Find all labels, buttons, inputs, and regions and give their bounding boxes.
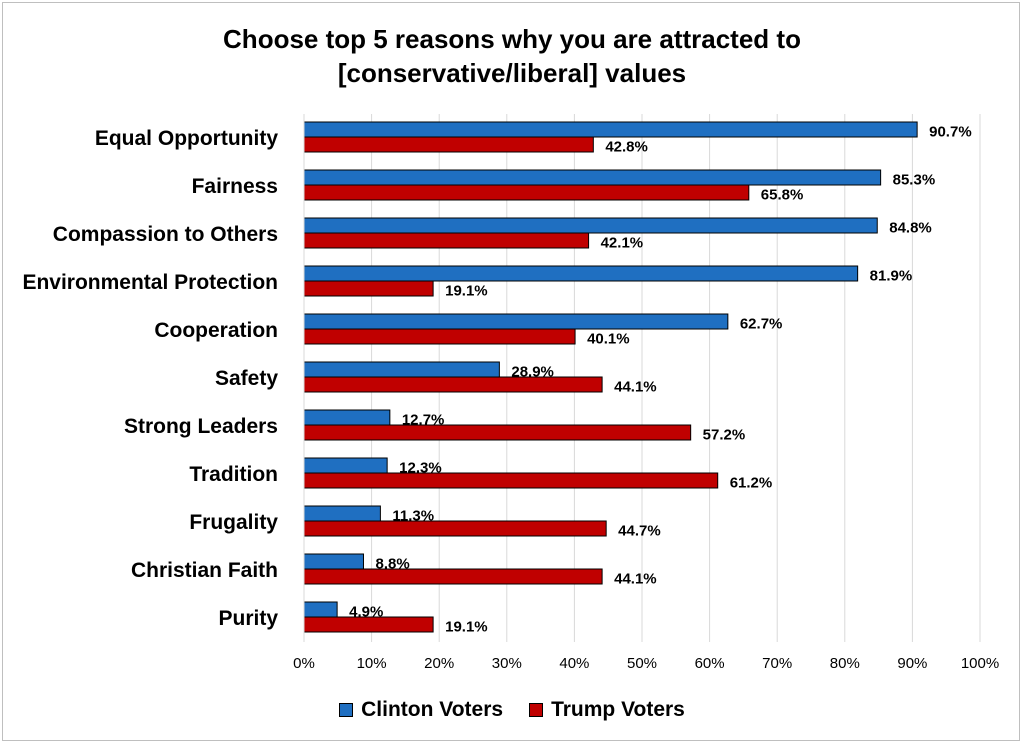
trump-bar <box>303 184 750 201</box>
trump-bar <box>303 568 603 585</box>
trump-data-label: 61.2% <box>730 475 773 492</box>
x-tick-label: 90% <box>897 655 927 672</box>
legend-item-clinton: Clinton Voters <box>339 698 503 722</box>
trump-data-label: 40.1% <box>587 331 630 348</box>
x-tick-label: 30% <box>492 655 522 672</box>
legend-swatch-trump <box>529 703 544 717</box>
category-label: Tradition <box>189 463 278 486</box>
clinton-bar <box>303 457 388 474</box>
clinton-data-label: 12.7% <box>402 412 445 429</box>
trump-data-label: 42.8% <box>605 139 648 156</box>
trump-data-label: 42.1% <box>601 235 644 252</box>
category-label: Cooperation <box>154 319 278 342</box>
clinton-data-label: 8.8% <box>375 556 409 573</box>
clinton-bar <box>303 409 391 426</box>
trump-data-label: 57.2% <box>703 427 746 444</box>
clinton-bar <box>303 169 882 186</box>
trump-bar <box>303 616 434 633</box>
category-label: Christian Faith <box>131 559 278 582</box>
trump-data-label: 44.7% <box>618 523 661 540</box>
trump-bar <box>303 328 576 345</box>
category-label: Equal Opportunity <box>95 127 278 150</box>
x-tick-label: 10% <box>357 655 387 672</box>
chart-title: Choose top 5 reasons why you are attract… <box>0 22 1024 90</box>
clinton-bar <box>303 553 364 570</box>
category-label: Strong Leaders <box>124 415 278 438</box>
trump-bar <box>303 472 719 489</box>
trump-data-label: 19.1% <box>445 283 488 300</box>
trump-bar <box>303 232 590 249</box>
clinton-bar <box>303 601 338 618</box>
legend: Clinton Voters Trump Voters <box>0 695 1024 725</box>
category-label: Frugality <box>189 511 278 534</box>
clinton-bar <box>303 121 918 138</box>
trump-bar <box>303 424 692 441</box>
clinton-data-label: 84.8% <box>889 220 932 237</box>
x-tick-label: 60% <box>695 655 725 672</box>
trump-bar <box>303 376 603 393</box>
trump-bar <box>303 280 434 297</box>
clinton-bar <box>303 505 381 522</box>
x-tick-label: 80% <box>830 655 860 672</box>
clinton-bar <box>303 313 729 330</box>
x-tick-label: 100% <box>961 655 999 672</box>
clinton-data-label: 85.3% <box>893 172 936 189</box>
x-tick-label: 50% <box>627 655 657 672</box>
clinton-data-label: 62.7% <box>740 316 783 333</box>
legend-label-clinton: Clinton Voters <box>361 698 504 721</box>
clinton-bar <box>303 361 500 378</box>
trump-data-label: 44.1% <box>614 379 657 396</box>
trump-data-label: 19.1% <box>445 619 488 636</box>
x-tick-label: 70% <box>762 655 792 672</box>
clinton-data-label: 4.9% <box>349 604 383 621</box>
clinton-bar <box>303 217 878 234</box>
category-label: Environmental Protection <box>22 271 278 294</box>
clinton-data-label: 12.3% <box>399 460 442 477</box>
x-tick-label: 40% <box>559 655 589 672</box>
x-tick-label: 20% <box>424 655 454 672</box>
trump-data-label: 65.8% <box>761 187 804 204</box>
legend-item-trump: Trump Voters <box>529 698 685 722</box>
clinton-data-label: 11.3% <box>392 508 434 525</box>
clinton-data-label: 28.9% <box>511 364 554 381</box>
clinton-data-label: 90.7% <box>929 124 972 141</box>
category-label: Fairness <box>192 175 278 198</box>
trump-bar <box>303 136 594 153</box>
x-tick-label: 0% <box>293 655 315 672</box>
category-label: Safety <box>215 367 278 390</box>
category-label: Purity <box>218 607 278 630</box>
clinton-bar <box>303 265 859 282</box>
trump-bar <box>303 520 607 537</box>
legend-label-trump: Trump Voters <box>551 698 685 721</box>
clinton-data-label: 81.9% <box>870 268 913 285</box>
chart-title-line-1: Choose top 5 reasons why you are attract… <box>223 24 801 54</box>
category-label: Compassion to Others <box>53 223 278 246</box>
legend-swatch-clinton <box>339 703 354 717</box>
chart-title-line-2: [conservative/liberal] values <box>337 58 687 88</box>
trump-data-label: 44.1% <box>614 571 657 588</box>
